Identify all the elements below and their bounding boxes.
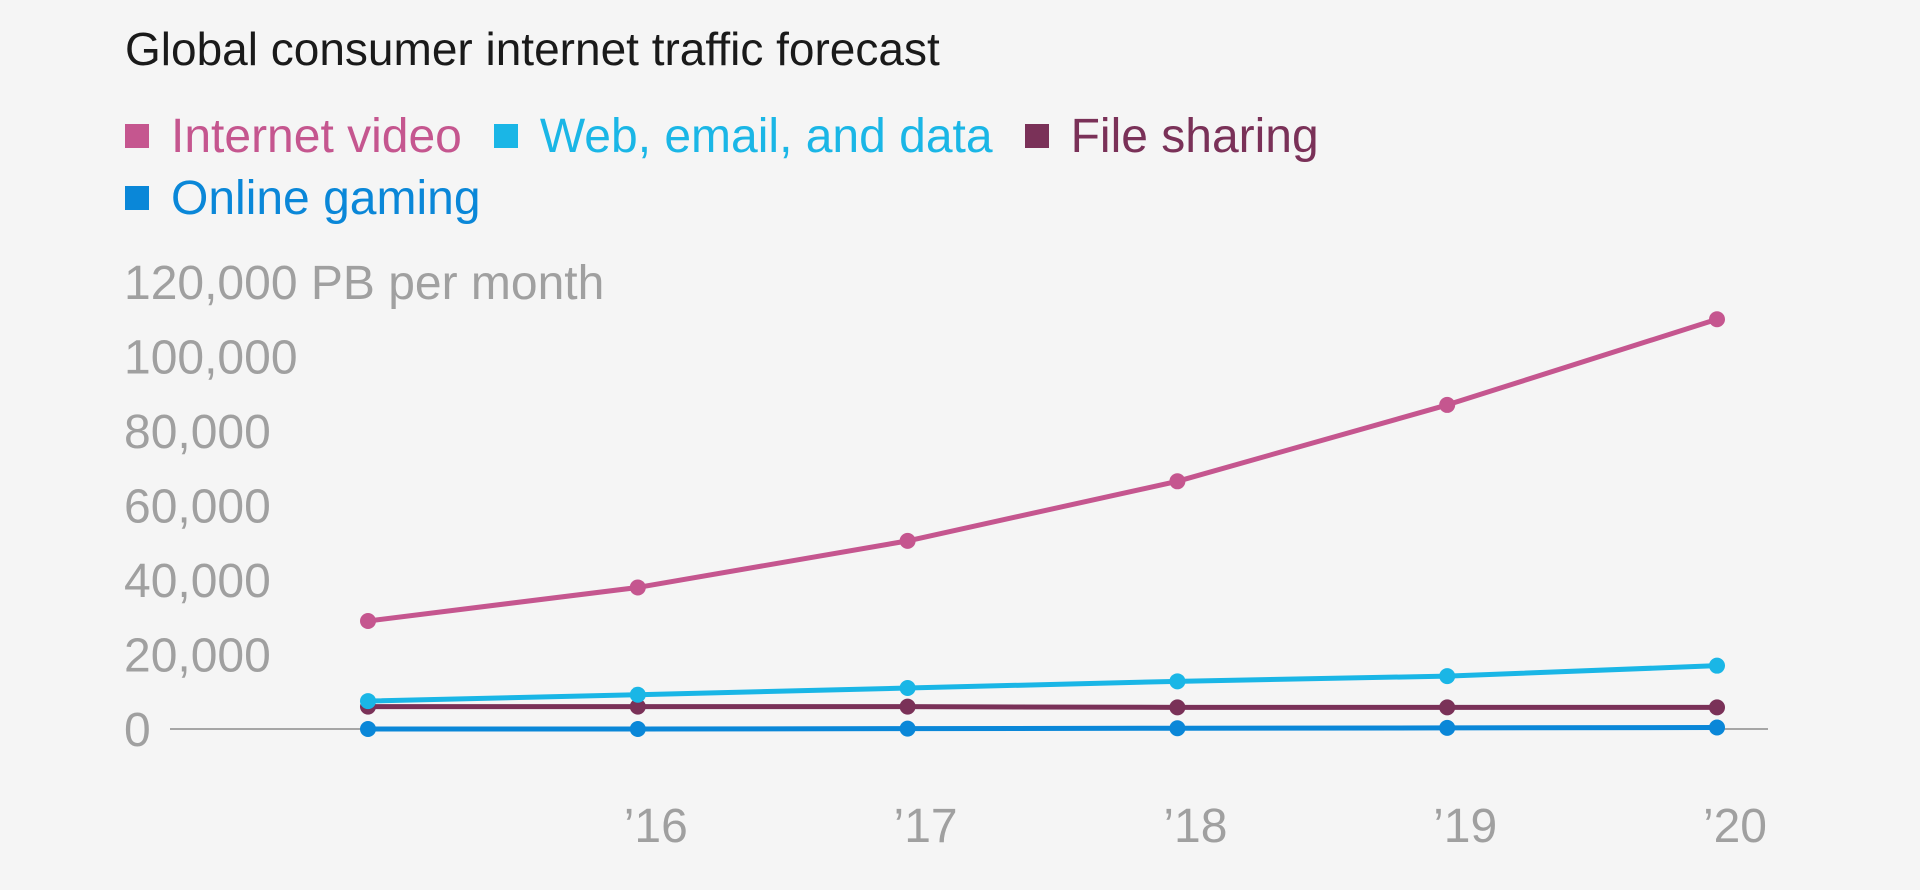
y-tick-label: 60,000 <box>124 481 271 534</box>
data-point-internet-video <box>629 579 646 596</box>
legend-label-file-sharing: File sharing <box>1070 109 1319 163</box>
legend-item-file-sharing: File sharing <box>1024 109 1319 164</box>
x-axis-labels: ’16 ’17 ’18 ’19 ’20 <box>624 800 1767 853</box>
data-point-web-email-and-data <box>1439 668 1456 685</box>
data-point-file-sharing <box>1169 699 1186 716</box>
data-point-file-sharing <box>629 698 646 715</box>
legend-item-web-email-data: Web, email, and data <box>493 109 993 164</box>
series-lines <box>367 316 1718 732</box>
y-tick-label: 20,000 <box>124 630 271 683</box>
legend-item-online-gaming: Online gaming <box>125 171 481 226</box>
x-tick-label: ’17 <box>894 800 958 853</box>
data-point-online-gaming <box>1169 720 1186 737</box>
data-point-web-email-and-data <box>629 686 646 703</box>
legend-label-internet-video: Internet video <box>171 109 462 163</box>
legend-swatch-file-sharing <box>1024 124 1049 148</box>
data-point-web-email-and-data <box>899 680 916 697</box>
data-point-online-gaming <box>899 720 916 737</box>
legend-label-web-email-data: Web, email, and data <box>539 109 993 163</box>
x-tick-label: ’20 <box>1703 800 1767 853</box>
legend-row-2: Online gaming <box>125 167 1625 229</box>
series-line-internet-video <box>367 316 1718 624</box>
x-tick-label: ’18 <box>1163 800 1227 853</box>
legend: Internet video Web, email, and data File… <box>125 105 1625 229</box>
legend-swatch-online-gaming <box>125 186 149 210</box>
x-tick-label: ’16 <box>624 800 688 853</box>
data-point-web-email-and-data <box>1709 657 1725 674</box>
data-point-file-sharing <box>1709 699 1725 716</box>
data-point-internet-video <box>1169 473 1186 490</box>
legend-item-internet-video: Internet video <box>125 109 462 164</box>
data-point-web-email-and-data <box>1169 673 1186 690</box>
series-line-web-email-and-data <box>367 663 1718 704</box>
data-point-internet-video <box>360 612 376 629</box>
y-tick-label: 0 <box>124 704 151 757</box>
y-tick-label: 80,000 <box>124 406 271 459</box>
data-point-internet-video <box>1709 311 1725 328</box>
data-point-online-gaming <box>1709 719 1725 736</box>
data-point-internet-video <box>899 532 916 549</box>
series-line-file-sharing <box>368 704 1717 710</box>
legend-label-online-gaming: Online gaming <box>171 171 481 225</box>
data-point-internet-video <box>1439 396 1456 413</box>
x-tick-label: ’19 <box>1433 800 1497 853</box>
legend-swatch-internet-video <box>125 124 149 148</box>
data-point-file-sharing <box>1439 699 1456 716</box>
data-point-file-sharing <box>899 698 916 715</box>
legend-row-1: Internet video Web, email, and data File… <box>125 105 1625 167</box>
y-axis-labels: 0 20,000 40,000 60,000 80,000 100,000 120,000 … <box>124 257 604 757</box>
y-tick-label: 100,000 <box>124 332 298 385</box>
y-tick-label: 40,000 <box>124 555 271 608</box>
series-points <box>360 311 1725 737</box>
data-point-online-gaming <box>629 721 646 737</box>
chart-title: Global consumer internet traffic forecas… <box>125 23 940 75</box>
data-point-online-gaming <box>1439 719 1456 736</box>
data-point-online-gaming <box>360 721 376 737</box>
series-line-online-gaming <box>368 725 1718 732</box>
y-tick-label: 120,000 PB per month <box>124 257 604 310</box>
data-point-web-email-and-data <box>360 693 376 710</box>
legend-swatch-web-email-data <box>493 124 518 148</box>
